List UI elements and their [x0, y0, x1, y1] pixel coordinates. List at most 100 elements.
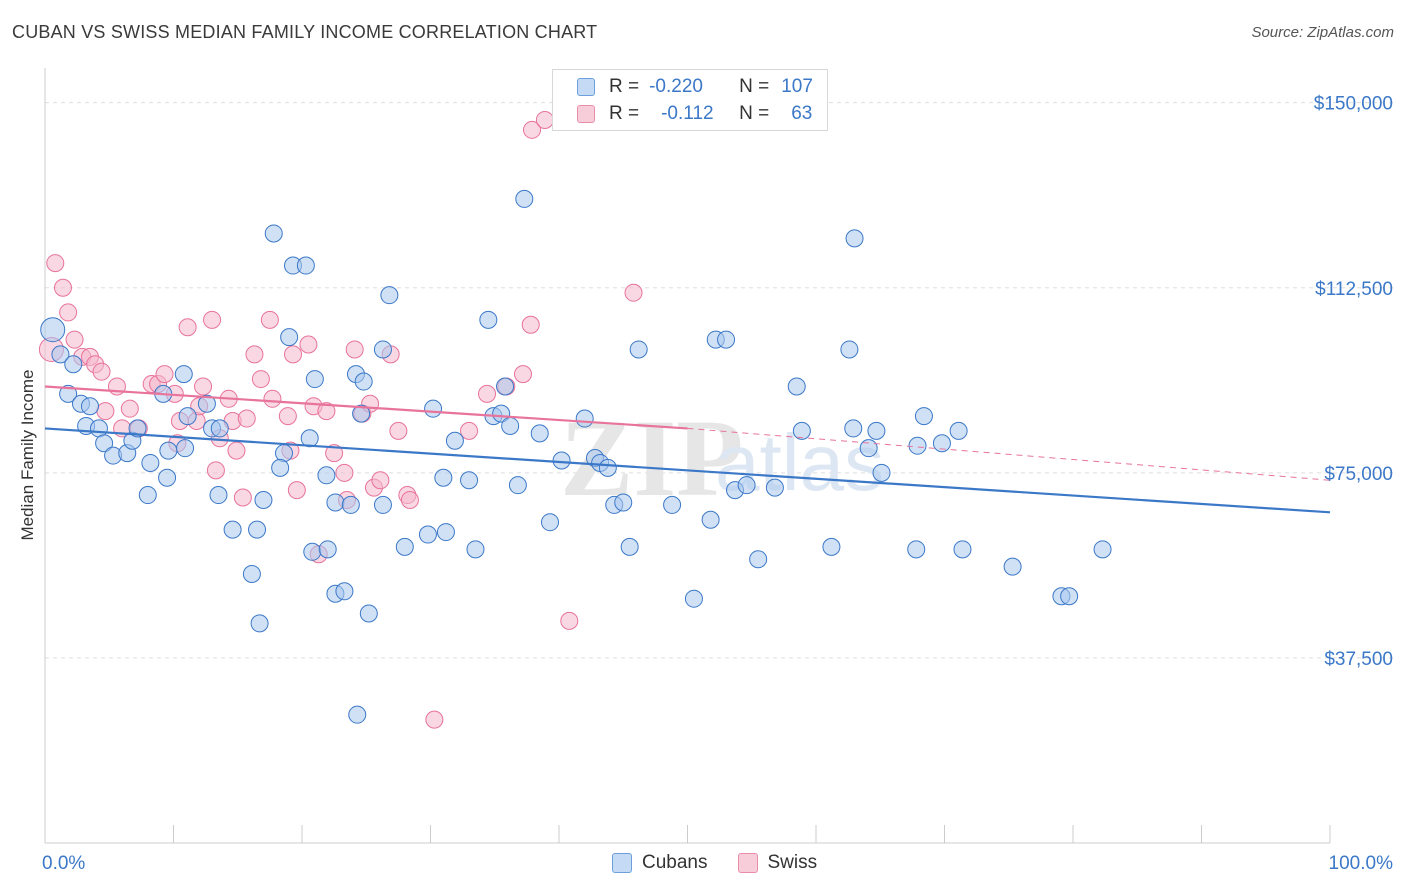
swiss-point	[624, 283, 643, 302]
cubans-point	[575, 409, 594, 428]
series-label-swiss: Swiss	[767, 852, 818, 873]
cubans-point	[552, 451, 571, 470]
cubans-point	[496, 377, 515, 396]
y-tick-label: $37,500	[1324, 649, 1393, 670]
cubans-point	[51, 345, 70, 364]
cubans-point	[598, 458, 617, 477]
cubans-point	[348, 705, 367, 724]
swiss-trend-line	[44, 385, 688, 430]
cubans-point	[515, 189, 534, 208]
swiss-point	[237, 409, 256, 428]
cubans-point	[530, 424, 549, 443]
cubans-point	[80, 397, 99, 416]
legend-n-label: N =	[739, 103, 770, 124]
cubans-point	[352, 404, 371, 423]
swiss-point	[523, 120, 542, 139]
cubans-point	[932, 434, 951, 453]
swiss-point	[178, 318, 197, 337]
cubans-point	[158, 468, 177, 487]
axes	[44, 68, 1331, 844]
cubans-point	[1093, 540, 1112, 559]
cubans-point	[197, 394, 216, 413]
cubans-point	[749, 550, 768, 569]
swiss-point	[206, 461, 225, 480]
legend-r-label: R =	[609, 76, 640, 97]
swiss-point	[53, 278, 72, 297]
cubans-point	[395, 537, 414, 556]
cubans-point	[867, 421, 886, 440]
cubans-point	[40, 317, 66, 343]
legend-r-value-cubans: -0.220	[649, 76, 703, 97]
cubans-point	[684, 589, 703, 608]
swiss-point	[325, 444, 344, 463]
cubans-point	[305, 370, 324, 389]
cubans-point	[717, 330, 736, 349]
y-tick-label: $112,500	[1315, 279, 1393, 300]
cubans-point	[460, 471, 479, 490]
cubans-point	[296, 256, 315, 275]
swiss-point	[400, 490, 419, 509]
cubans-point	[792, 421, 811, 440]
cubans-point	[210, 419, 229, 438]
series-label-cubans: Cubans	[642, 852, 708, 873]
legend-swatch-cubans	[577, 78, 595, 96]
cubans-point	[64, 355, 83, 374]
series-legend-swiss[interactable]: Swiss	[737, 852, 818, 874]
cubans-point	[872, 463, 891, 482]
series-legend: Cubans Swiss	[612, 852, 847, 874]
cubans-point	[354, 372, 373, 391]
cubans-point	[242, 565, 261, 584]
cubans-point	[176, 439, 195, 458]
swiss-point	[120, 399, 139, 418]
cubans-point	[209, 486, 228, 505]
swiss-point	[521, 315, 540, 334]
cubans-point	[59, 384, 78, 403]
cubans-point	[844, 419, 863, 438]
y-tick-labels: $37,500 $75,000 $112,500 $150,000	[1314, 94, 1393, 670]
cubans-point	[178, 407, 197, 426]
swiss-point	[345, 340, 364, 359]
cubans-point	[264, 224, 283, 243]
cubans-point	[508, 476, 527, 495]
cubans-point	[159, 441, 178, 460]
series-legend-cubans[interactable]: Cubans	[612, 852, 708, 874]
cubans-point	[380, 286, 399, 305]
swiss-point	[514, 365, 533, 384]
swiss-point	[96, 402, 115, 421]
swiss-point	[260, 310, 279, 329]
cubans-point	[949, 421, 968, 440]
swiss-point	[425, 710, 444, 729]
cubans-point	[138, 486, 157, 505]
y-tick-label: $150,000	[1314, 94, 1393, 115]
cubans-point	[95, 434, 114, 453]
cubans-point	[908, 436, 927, 455]
cubans-point	[275, 444, 294, 463]
cubans-point	[373, 340, 392, 359]
cubans-point	[501, 416, 520, 435]
cubans-point	[128, 419, 147, 438]
cubans-point	[620, 537, 639, 556]
swiss-point	[155, 365, 174, 384]
cubans-point	[1060, 587, 1079, 606]
cubans-point	[174, 365, 193, 384]
cubans-point	[737, 476, 756, 495]
swiss-point	[251, 370, 270, 389]
cubans-point	[271, 458, 290, 477]
swiss-point	[317, 402, 336, 421]
y-tick-label: $75,000	[1324, 464, 1393, 485]
cubans-point	[303, 542, 322, 561]
cubans-point	[907, 540, 926, 559]
cubans-points	[40, 189, 1112, 724]
swiss-point	[245, 345, 264, 364]
cubans-point	[223, 520, 242, 539]
swiss-point	[194, 377, 213, 396]
source-label: Source: ZipAtlas.com	[1251, 24, 1394, 41]
swiss-point	[65, 330, 84, 349]
cubans-point	[701, 510, 720, 529]
cubans-point	[859, 439, 878, 458]
swiss-point	[478, 384, 497, 403]
cubans-point	[822, 537, 841, 556]
cubans-point	[614, 493, 633, 512]
swiss-point	[535, 110, 554, 129]
cubans-point	[541, 513, 560, 532]
